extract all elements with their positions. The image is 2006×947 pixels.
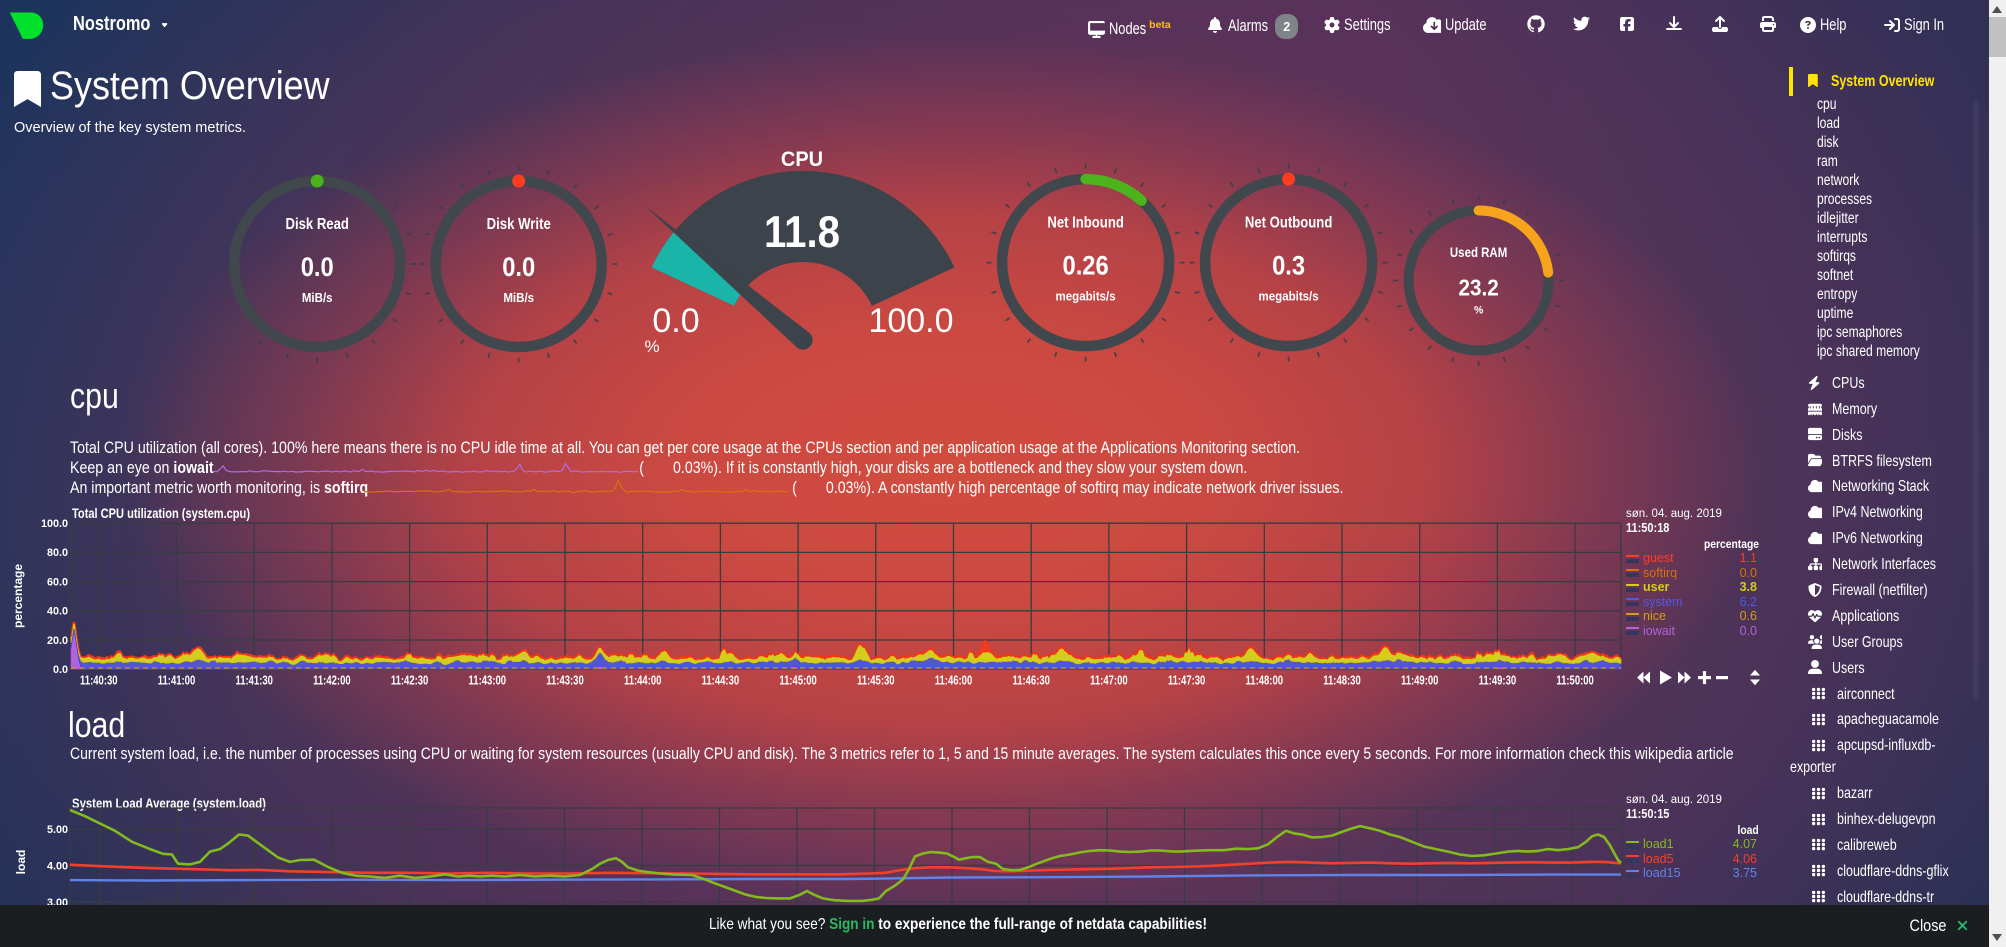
svg-text:percentage: percentage — [11, 564, 25, 628]
svg-text:11:46:30: 11:46:30 — [1012, 674, 1050, 688]
svg-text:11:40:30: 11:40:30 — [80, 674, 118, 688]
svg-text:11:42:00: 11:42:00 — [313, 674, 351, 688]
svg-text:60.0: 60.0 — [47, 576, 68, 588]
svg-text:%: % — [644, 337, 659, 356]
svg-text:11:44:30: 11:44:30 — [702, 674, 740, 688]
svg-text:0.0: 0.0 — [301, 252, 334, 282]
svg-text:load: load — [14, 850, 28, 875]
svg-text:11:47:30: 11:47:30 — [1168, 674, 1206, 688]
svg-text:11.8: 11.8 — [764, 208, 840, 257]
svg-text:11:45:00: 11:45:00 — [779, 674, 817, 688]
svg-text:11:49:00: 11:49:00 — [1401, 674, 1439, 688]
svg-text:Disk Read: Disk Read — [286, 216, 349, 233]
svg-text:11:49:30: 11:49:30 — [1479, 674, 1517, 688]
svg-text:40.0: 40.0 — [47, 606, 68, 618]
svg-text:Net Inbound: Net Inbound — [1047, 215, 1124, 232]
svg-text:11:47:00: 11:47:00 — [1090, 674, 1128, 688]
svg-text:%: % — [1474, 305, 1484, 317]
svg-text:0.3: 0.3 — [1272, 251, 1305, 281]
svg-text:11:45:30: 11:45:30 — [857, 674, 895, 688]
svg-text:0.0: 0.0 — [53, 664, 68, 676]
svg-text:MiB/s: MiB/s — [302, 291, 333, 305]
svg-text:0.26: 0.26 — [1063, 251, 1109, 281]
svg-text:11:44:00: 11:44:00 — [624, 674, 662, 688]
svg-text:11:42:30: 11:42:30 — [391, 674, 429, 688]
svg-text:11:50:00: 11:50:00 — [1556, 674, 1594, 688]
svg-text:5.00: 5.00 — [47, 824, 68, 836]
svg-text:100.0: 100.0 — [41, 518, 68, 530]
svg-text:80.0: 80.0 — [47, 547, 68, 559]
svg-text:0.0: 0.0 — [502, 252, 535, 282]
svg-text:23.2: 23.2 — [1459, 275, 1499, 301]
svg-text:CPU: CPU — [781, 147, 823, 171]
svg-text:20.0: 20.0 — [47, 635, 68, 647]
svg-text:Used RAM: Used RAM — [1450, 244, 1507, 260]
svg-text:11:41:30: 11:41:30 — [235, 674, 273, 688]
svg-text:megabits/s: megabits/s — [1259, 290, 1319, 304]
svg-text:11:48:00: 11:48:00 — [1246, 674, 1284, 688]
svg-text:11:43:30: 11:43:30 — [546, 674, 584, 688]
svg-text:Disk Write: Disk Write — [487, 216, 551, 233]
svg-text:11:48:30: 11:48:30 — [1323, 674, 1361, 688]
svg-text:megabits/s: megabits/s — [1056, 290, 1116, 304]
svg-text:11:46:00: 11:46:00 — [935, 674, 973, 688]
svg-text:0.0: 0.0 — [652, 302, 699, 340]
svg-text:100.0: 100.0 — [868, 302, 953, 340]
svg-text:Net Outbound: Net Outbound — [1245, 215, 1333, 232]
svg-text:11:43:00: 11:43:00 — [469, 674, 507, 688]
svg-text:4.00: 4.00 — [47, 860, 68, 872]
svg-text:11:41:00: 11:41:00 — [158, 674, 196, 688]
svg-text:MiB/s: MiB/s — [503, 291, 534, 305]
